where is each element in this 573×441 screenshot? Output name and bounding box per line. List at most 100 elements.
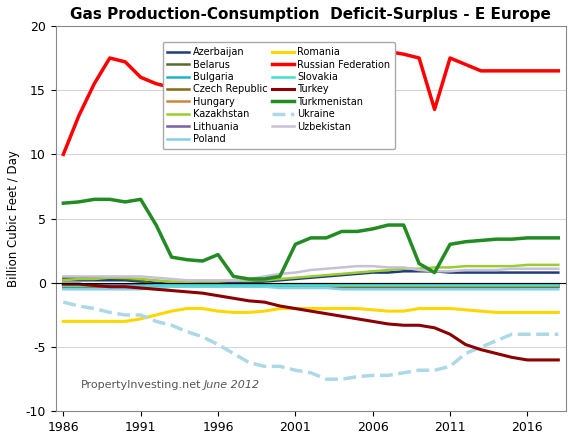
Lithuania [214,281,221,287]
Turkmenistan [168,254,175,260]
Uzbekistan [261,274,268,279]
Lithuania [462,281,469,287]
Turkmenistan [122,199,129,205]
Azerbaijan [477,270,484,275]
Lithuania [152,281,159,287]
Russian Federation [276,84,283,89]
Belarus [462,285,469,291]
Belarus [276,284,283,289]
Romania [276,306,283,311]
Kazakhstan [152,278,159,283]
Belarus [338,285,345,291]
Poland [338,287,345,292]
Belarus [230,284,237,289]
Belarus [539,284,546,289]
Belarus [555,284,562,289]
Russian Federation [168,85,175,90]
Russian Federation [122,59,129,64]
Poland [369,287,376,292]
Czech Republic [276,284,283,289]
Romania [323,306,329,311]
Bulgaria [152,281,159,287]
Czech Republic [323,284,329,289]
Russian Federation [369,56,376,61]
Azerbaijan [199,280,206,285]
Ukraine [199,334,206,340]
Kazakhstan [107,275,113,280]
Turkmenistan [539,235,546,240]
Azerbaijan [493,270,500,275]
Line: Belarus: Belarus [64,278,558,288]
Azerbaijan [539,270,546,275]
Turkmenistan [384,222,391,228]
Turkey [493,351,500,356]
Uzbekistan [60,274,67,279]
Kazakhstan [307,274,314,279]
Ukraine [400,370,407,375]
Azerbaijan [524,270,531,275]
Turkmenistan [230,274,237,279]
Poland [539,287,546,292]
Uzbekistan [107,274,113,279]
Bulgaria [245,281,252,287]
Uzbekistan [354,264,360,269]
Kazakhstan [508,264,515,269]
Poland [493,287,500,292]
Slovakia [384,283,391,288]
Romania [261,308,268,314]
Romania [60,319,67,324]
Line: Bulgaria: Bulgaria [64,284,558,287]
Uzbekistan [462,267,469,273]
Czech Republic [183,284,190,289]
Poland [354,287,360,292]
Russian Federation [199,68,206,74]
Kazakhstan [400,266,407,271]
Turkmenistan [493,236,500,242]
Turkey [539,357,546,363]
Hungary [214,282,221,288]
Poland [524,287,531,292]
Hungary [245,282,252,288]
Kazakhstan [122,275,129,280]
Uzbekistan [307,267,314,273]
Romania [152,312,159,318]
Czech Republic [214,284,221,289]
Turkey [199,291,206,296]
Czech Republic [60,285,67,291]
Bulgaria [431,281,438,287]
Turkey [230,295,237,301]
Turkey [323,311,329,316]
Hungary [400,283,407,288]
Turkey [245,298,252,303]
Russian Federation [431,107,438,112]
Poland [477,287,484,292]
Line: Czech Republic: Czech Republic [64,287,558,288]
Line: Russian Federation: Russian Federation [64,52,558,154]
Ukraine [369,373,376,378]
Slovakia [245,283,252,288]
Turkmenistan [76,199,83,205]
Bulgaria [183,281,190,287]
Azerbaijan [354,271,360,277]
Russian Federation [107,56,113,61]
Poland [508,287,515,292]
Czech Republic [292,284,299,289]
Ukraine [230,351,237,356]
Russian Federation [261,62,268,67]
Kazakhstan [539,262,546,268]
Bulgaria [400,281,407,287]
Hungary [276,283,283,288]
Slovakia [292,283,299,288]
Turkmenistan [462,239,469,244]
Turkmenistan [307,235,314,240]
Turkey [76,281,83,287]
Ukraine [555,332,562,337]
Line: Azerbaijan: Azerbaijan [64,271,558,284]
Ukraine [183,329,190,334]
Hungary [183,282,190,288]
Azerbaijan [230,280,237,285]
Kazakhstan [384,267,391,273]
Kazakhstan [91,277,98,282]
Romania [431,306,438,311]
Kazakhstan [245,278,252,283]
